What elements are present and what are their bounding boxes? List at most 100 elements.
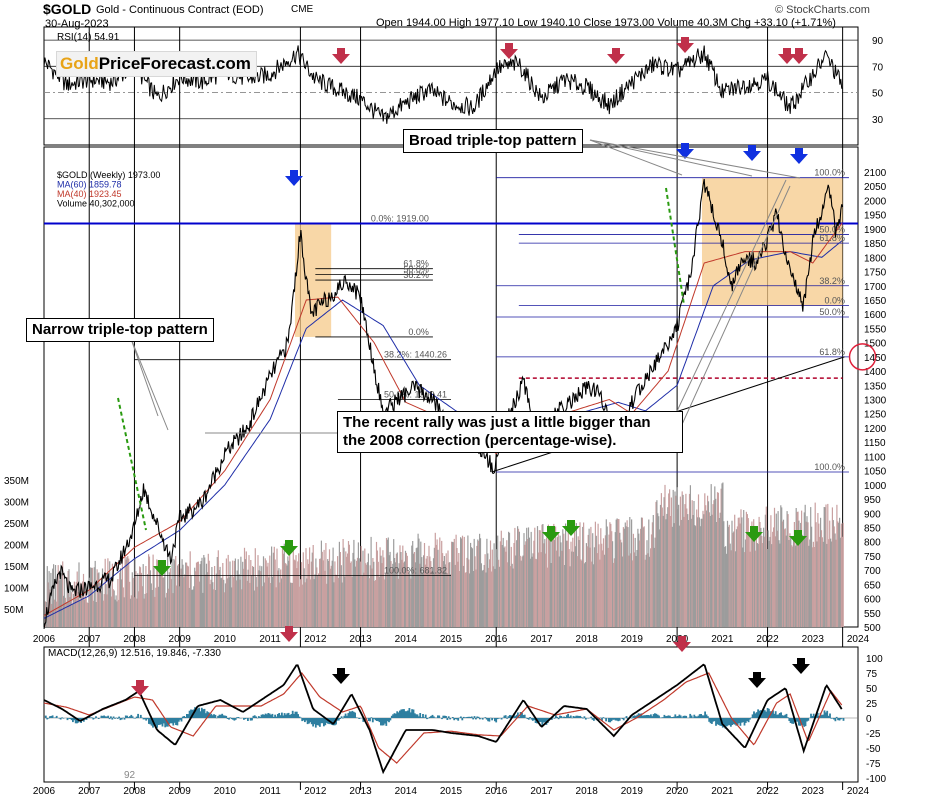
volume-bar	[790, 536, 792, 627]
volume-bar	[678, 525, 681, 627]
volume-bar	[504, 546, 506, 627]
macd-hist-bar	[587, 718, 590, 719]
macd-hist-bar	[73, 718, 76, 721]
volume-bar	[215, 573, 217, 627]
macd-hist-bar	[590, 716, 593, 718]
volume-bar	[251, 575, 253, 627]
volume-bar	[536, 526, 539, 627]
macd-hist-bar	[205, 713, 207, 718]
volume-bar	[339, 552, 341, 627]
macd-hist-bar	[681, 717, 683, 718]
volume-bar	[739, 523, 741, 627]
volume-bar	[716, 492, 719, 627]
macd-hist-bar	[85, 718, 88, 720]
volume-bar	[833, 526, 835, 627]
volume-bar	[295, 555, 297, 627]
volume-bar	[645, 554, 647, 627]
macd-hist-bar	[320, 718, 323, 724]
volume-bar	[605, 519, 607, 627]
trend-circle	[848, 343, 877, 371]
macd-hist-bar	[51, 715, 54, 718]
macd-hist-bar	[253, 715, 256, 718]
price-x-tick-label: 2016	[485, 634, 508, 645]
volume-bar	[150, 583, 152, 627]
volume-bar	[477, 539, 479, 627]
volume-bar	[190, 575, 192, 627]
volume-bar	[129, 598, 132, 627]
macd-hist-bar	[404, 711, 407, 718]
macd-hist-bar	[382, 718, 385, 726]
volume-bar	[316, 567, 318, 627]
volume-bar	[612, 562, 615, 627]
macd-hist-bar	[582, 718, 584, 719]
volume-bar	[375, 580, 377, 627]
macd-hist-bar	[66, 718, 69, 721]
volume-bar	[637, 528, 639, 627]
macd-hist-bar	[68, 718, 70, 719]
price-x-tick-label: 2021	[711, 634, 734, 645]
volume-bar	[80, 582, 82, 627]
macd-hist-bar	[264, 713, 267, 718]
macd-hist-bar	[782, 715, 785, 718]
volume-bar	[646, 540, 648, 627]
macd-hist-bar	[561, 717, 564, 718]
volume-bar	[249, 582, 251, 627]
volume-bar	[694, 525, 696, 627]
volume-bar	[661, 507, 663, 627]
price-x-tick-label: 2007	[78, 634, 101, 645]
volume-bar	[489, 540, 492, 627]
volume-bar	[830, 541, 833, 627]
volume-bar	[578, 540, 580, 627]
macd-hist-bar	[234, 718, 237, 720]
macd-hist-bar	[354, 712, 356, 718]
macd-hist-bar	[95, 716, 97, 718]
macd-hist-bar	[656, 714, 659, 718]
volume-bar	[88, 577, 90, 627]
fib-label: 61.8%	[403, 259, 429, 269]
volume-bar	[788, 540, 790, 627]
volume-bar	[804, 504, 806, 627]
volume-bar	[589, 547, 591, 627]
volume-bar	[337, 577, 340, 627]
macd-hist-bar	[233, 718, 236, 721]
macd-hist-bar	[362, 718, 365, 722]
volume-bar	[183, 577, 185, 627]
macd-hist-bar	[446, 718, 449, 720]
volume-bar	[676, 487, 678, 627]
volume-bar	[211, 567, 213, 627]
macd-hist-bar	[206, 711, 209, 718]
macd-hist-bar	[754, 713, 757, 718]
volume-bar	[252, 566, 254, 627]
volume-bar	[508, 532, 511, 627]
volume-bar	[675, 495, 677, 627]
volume-bar	[799, 533, 801, 627]
volume-bar	[102, 600, 104, 627]
macd-hist-bar	[762, 709, 765, 718]
macd-hist-bar	[712, 718, 715, 722]
macd-hist-bar	[358, 718, 361, 719]
volume-bar	[691, 500, 693, 627]
volume-bar	[508, 531, 510, 627]
volume-bar	[429, 556, 431, 627]
macd-hist-bar	[826, 710, 829, 718]
macd-hist-bar	[244, 718, 247, 720]
volume-bar	[498, 566, 501, 627]
volume-bar	[402, 545, 404, 627]
volume-bar	[212, 582, 214, 627]
volume-bar	[831, 507, 833, 627]
volume-bar	[771, 544, 773, 627]
volume-bar	[786, 511, 788, 627]
volume-bar	[667, 507, 669, 627]
macd-hist-bar	[236, 717, 238, 718]
volume-bar	[621, 556, 624, 627]
volume-bar	[198, 581, 200, 627]
volume-bar	[299, 586, 301, 627]
volume-bar	[524, 544, 526, 627]
macd-hist-bar	[230, 718, 233, 720]
macd-hist-bar	[776, 714, 778, 718]
macd-hist-bar	[550, 718, 553, 720]
volume-bar	[511, 563, 513, 627]
volume-bar	[118, 599, 120, 627]
volume-bar	[555, 550, 558, 627]
volume-bar	[283, 543, 285, 627]
